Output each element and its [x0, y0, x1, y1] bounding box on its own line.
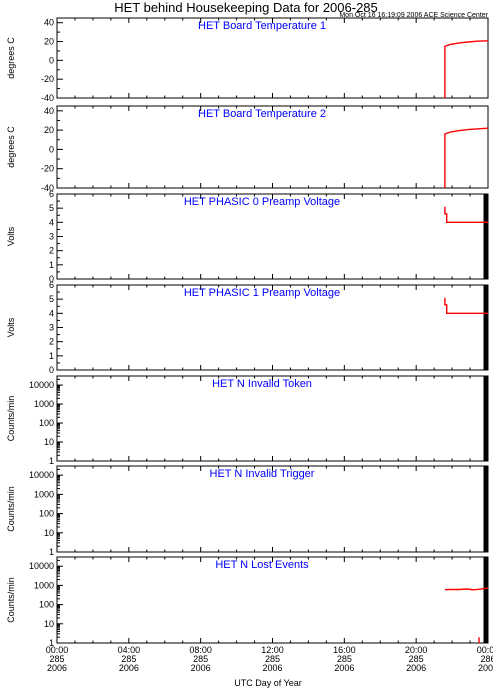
data-series [444, 40, 489, 98]
x-tick-doy: 285 [49, 654, 64, 664]
y-tick-label: 5 [49, 294, 54, 304]
x-tick-doy: 285 [121, 654, 136, 664]
y-tick-label: 0 [49, 274, 54, 284]
y-tick-label: -40 [41, 183, 54, 193]
y-axis-label: Counts/min [6, 577, 16, 623]
x-tick-time: 08:00 [189, 645, 212, 655]
panel-p7: 1 10 100 1000 10000 HET N Lost Events Counts/m… [6, 556, 489, 648]
x-tick-time: 12:00 [261, 645, 284, 655]
x-tick-year: 2006 [191, 663, 211, 673]
y-tick-label: 10000 [29, 380, 54, 390]
y-tick-label: 0 [49, 55, 54, 65]
x-tick-year: 2006 [406, 663, 426, 673]
panel-title: HET Board Temperature 1 [198, 20, 326, 32]
y-tick-label: 4 [49, 217, 54, 227]
y-tick-label: 10 [44, 437, 54, 447]
y-tick-label: 100 [39, 600, 54, 610]
y-tick-label: 1000 [34, 489, 54, 499]
panel-p2: -40 -20 0 20 40 HET Board Temperature 2 degree… [6, 105, 489, 193]
y-tick-label: 40 [44, 18, 54, 28]
y-tick-label: 1000 [34, 399, 54, 409]
x-axis-label: UTC Day of Year [234, 678, 302, 688]
y-tick-label: 10 [44, 528, 54, 538]
chart-title: HET behind Housekeeping Data for 2006-28… [114, 0, 378, 15]
y-tick-label: 1 [49, 351, 54, 361]
x-tick-doy: 285 [409, 654, 424, 664]
x-tick-time: 00:00 [477, 645, 493, 655]
y-tick-label: -20 [41, 164, 54, 174]
panel-p4: 0 1 2 3 4 5 6 HET PHASIC 1 Preamp Voltage Volts [6, 280, 489, 375]
y-axis-label: Volts [6, 226, 16, 246]
y-tick-label: 2 [49, 337, 54, 347]
panel-p5: 1 10 100 1000 10000 HET N Invalid Token Counts… [6, 375, 489, 466]
data-series [444, 297, 488, 314]
y-tick-label: -40 [41, 93, 54, 103]
data-series [444, 587, 489, 591]
y-tick-label: 6 [49, 280, 54, 290]
x-tick-time: 20:00 [405, 645, 428, 655]
data-series [444, 206, 488, 224]
y-tick-label: 20 [44, 125, 54, 135]
panel-title: HET PHASIC 0 Preamp Voltage [184, 196, 340, 208]
y-tick-label: 2 [49, 246, 54, 256]
x-tick-year: 2006 [262, 663, 282, 673]
y-tick-label: 5 [49, 203, 54, 213]
y-tick-label: 100 [39, 418, 54, 428]
y-tick-label: 4 [49, 308, 54, 318]
y-axis-label: degrees C [6, 126, 16, 168]
y-tick-label: 1 [49, 638, 54, 648]
y-tick-label: 10000 [29, 470, 54, 480]
x-tick-label: 00:002862006 [477, 645, 493, 673]
x-tick-year: 2006 [478, 663, 493, 673]
panel-title: HET N Invalid Trigger [210, 468, 315, 480]
panel-title: HET PHASIC 1 Preamp Voltage [184, 287, 340, 299]
x-tick-doy: 285 [193, 654, 208, 664]
panel-title: HET N Invalid Token [212, 378, 312, 390]
y-tick-label: 20 [44, 37, 54, 47]
x-tick-doy: 285 [265, 654, 280, 664]
x-tick-time: 16:00 [333, 645, 356, 655]
y-tick-label: 40 [44, 106, 54, 116]
x-tick-time: 04:00 [118, 645, 141, 655]
y-tick-label: 6 [49, 189, 54, 199]
chart-subtitle: Mon Oct 16 16:19:09 2006 ACE Science Cen… [339, 12, 488, 19]
y-tick-label: 10 [44, 619, 54, 629]
y-axis-label: Counts/min [6, 486, 16, 532]
y-axis-label: Volts [6, 317, 16, 337]
y-tick-label: 1000 [34, 580, 54, 590]
y-tick-label: 1 [49, 456, 54, 466]
y-axis-label: degrees C [6, 37, 16, 79]
x-tick-year: 2006 [119, 663, 139, 673]
y-tick-label: 1 [49, 547, 54, 557]
x-tick-time: 00:00 [46, 645, 69, 655]
y-tick-label: 3 [49, 323, 54, 333]
y-tick-label: -20 [41, 74, 54, 84]
panel-p1: -40 -20 0 20 40 HET Board Temperature 1 degree… [6, 17, 489, 103]
panel-title: HET Board Temperature 2 [198, 108, 326, 120]
x-tick-doy: 285 [337, 654, 352, 664]
x-tick-doy: 286 [480, 654, 493, 664]
panel-p3: 0 1 2 3 4 5 6 HET PHASIC 0 Preamp Voltage Volts [6, 189, 489, 284]
panel-title: HET N Lost Events [215, 559, 309, 571]
x-tick-year: 2006 [334, 663, 354, 673]
y-tick-label: 100 [39, 509, 54, 519]
panel-p6: 1 10 100 1000 10000 HET N Invalid Trigger Coun… [6, 465, 489, 557]
x-tick-year: 2006 [47, 663, 67, 673]
y-tick-label: 1 [49, 260, 54, 270]
y-axis-label: Counts/min [6, 396, 16, 442]
y-tick-label: 0 [49, 365, 54, 375]
data-series [444, 127, 489, 188]
y-tick-label: 0 [49, 144, 54, 154]
y-tick-label: 10000 [29, 561, 54, 571]
y-tick-label: 3 [49, 232, 54, 242]
